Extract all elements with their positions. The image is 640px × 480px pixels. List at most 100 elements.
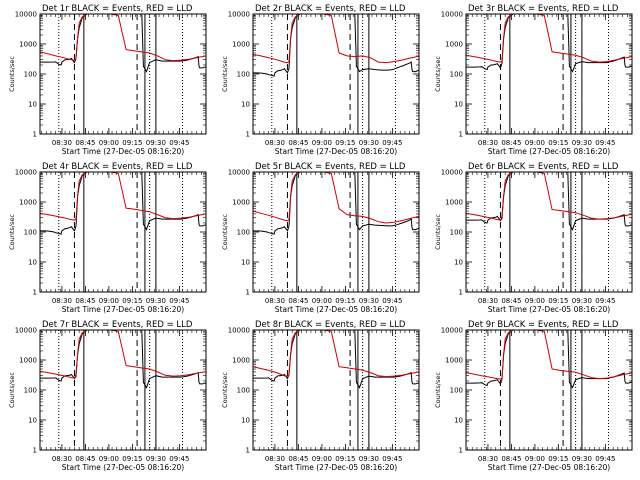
panel-title: Det 3r BLACK = Events, RED = LLD [468, 4, 619, 14]
x-tick-label: 09:30 [146, 297, 166, 305]
x-tick-label: 09:00 [99, 455, 119, 463]
detector-panel: Det 3r BLACK = Events, RED = LLD 1 10 100 10… [434, 4, 633, 156]
plot-frame [252, 171, 420, 293]
x-axis-label: Start Time (27-Dec-05 08:16:20) [488, 147, 610, 156]
y-tick-label: 1000 [232, 199, 250, 207]
y-tick-label: 1000 [445, 357, 463, 365]
events-series-line [253, 172, 419, 235]
x-tick-label: 08:45 [75, 139, 95, 147]
detector-panel: Det 8r BLACK = Events, RED = LLD 1 10 100 10… [221, 320, 420, 472]
x-tick-label: 09:45 [595, 139, 615, 147]
x-tick-label: 08:30 [52, 139, 72, 147]
y-tick-label: 1000 [232, 41, 250, 49]
x-tick-label: 09:00 [525, 455, 545, 463]
x-tick-label: 09:15 [335, 297, 355, 305]
detector-panel: Det 6r BLACK = Events, RED = LLD 1 10 100 10… [434, 162, 633, 314]
x-tick-label: 08:45 [501, 297, 521, 305]
y-tick-label: 100 [24, 229, 37, 237]
y-tick-label: 10000 [228, 11, 250, 19]
panel-title: Det 1r BLACK = Events, RED = LLD [42, 4, 193, 14]
plot-frame [465, 13, 633, 135]
y-axis-label: Counts/sec [434, 214, 442, 250]
events-series-line [466, 330, 632, 389]
lld-series-line [466, 172, 632, 221]
events-series-line [40, 330, 206, 389]
x-tick-label: 09:30 [359, 297, 379, 305]
x-tick-label: 09:00 [525, 139, 545, 147]
plot-frame [465, 171, 633, 293]
detector-panel: Det 1r BLACK = Events, RED = LLD 1 10 100 10… [8, 4, 207, 156]
y-tick-label: 10000 [15, 169, 37, 177]
x-tick-label: 08:30 [478, 139, 498, 147]
lld-series-line [253, 14, 419, 64]
x-tick-label: 08:30 [265, 297, 285, 305]
plot-frame [252, 329, 420, 451]
x-tick-label: 08:45 [288, 297, 308, 305]
lld-series-line [253, 330, 419, 378]
y-tick-label: 10000 [441, 169, 463, 177]
y-tick-label: 100 [450, 387, 463, 395]
panel-title: Det 2r BLACK = Events, RED = LLD [255, 4, 406, 14]
detector-panel: Det 9r BLACK = Events, RED = LLD 1 10 100 10… [434, 320, 633, 472]
lld-series-line [40, 330, 206, 379]
detector-panel: Det 2r BLACK = Events, RED = LLD 1 10 100 10… [221, 4, 420, 156]
detector-panel: Det 4r BLACK = Events, RED = LLD 1 10 100 10… [8, 162, 207, 314]
panel-title: Det 5r BLACK = Events, RED = LLD [255, 162, 406, 172]
x-axis-label: Start Time (27-Dec-05 08:16:20) [62, 463, 184, 472]
y-tick-label: 10000 [228, 169, 250, 177]
x-tick-label: 09:45 [169, 297, 189, 305]
x-tick-label: 08:30 [478, 455, 498, 463]
x-tick-label: 08:30 [52, 297, 72, 305]
x-tick-label: 09:15 [122, 455, 142, 463]
y-tick-label: 10 [241, 101, 250, 109]
x-tick-label: 09:45 [169, 455, 189, 463]
x-tick-label: 09:00 [99, 139, 119, 147]
y-tick-label: 10 [28, 259, 37, 267]
plot-frame [39, 13, 207, 135]
x-tick-label: 09:30 [572, 139, 592, 147]
y-tick-label: 10 [454, 259, 463, 267]
y-axis-label: Counts/sec [8, 214, 16, 250]
x-tick-label: 09:45 [382, 297, 402, 305]
y-tick-label: 1 [33, 447, 37, 455]
plot-frame [39, 171, 207, 293]
x-tick-label: 09:00 [525, 297, 545, 305]
events-series-line [40, 172, 206, 235]
y-tick-label: 100 [237, 71, 250, 79]
y-axis-label: Counts/sec [8, 56, 16, 92]
y-tick-label: 1000 [19, 41, 37, 49]
events-series-line [253, 330, 419, 389]
x-tick-label: 09:00 [99, 297, 119, 305]
y-tick-label: 10 [28, 101, 37, 109]
lld-series-line [466, 330, 632, 380]
y-axis-label: Counts/sec [434, 372, 442, 408]
detector-panel: Det 7r BLACK = Events, RED = LLD 1 10 100 10… [8, 320, 207, 472]
y-tick-label: 100 [24, 387, 37, 395]
y-tick-label: 1 [246, 131, 250, 139]
y-tick-label: 1 [33, 131, 37, 139]
panel-title: Det 4r BLACK = Events, RED = LLD [42, 162, 193, 172]
x-tick-label: 08:30 [265, 139, 285, 147]
x-tick-label: 09:00 [312, 297, 332, 305]
x-tick-label: 09:30 [572, 455, 592, 463]
y-tick-label: 100 [237, 229, 250, 237]
panel-title: Det 8r BLACK = Events, RED = LLD [255, 320, 406, 330]
x-axis-label: Start Time (27-Dec-05 08:16:20) [275, 305, 397, 314]
x-tick-label: 09:30 [572, 297, 592, 305]
y-tick-label: 1000 [19, 357, 37, 365]
x-tick-label: 09:30 [359, 139, 379, 147]
x-tick-label: 09:45 [595, 297, 615, 305]
x-tick-label: 08:45 [501, 455, 521, 463]
x-tick-label: 08:30 [52, 455, 72, 463]
y-tick-label: 10 [241, 417, 250, 425]
lld-series-line [253, 172, 419, 224]
x-tick-label: 09:15 [335, 139, 355, 147]
y-tick-label: 1 [33, 289, 37, 297]
y-tick-label: 10000 [441, 327, 463, 335]
x-axis-label: Start Time (27-Dec-05 08:16:20) [275, 147, 397, 156]
x-tick-label: 08:45 [75, 455, 95, 463]
y-tick-label: 10 [454, 417, 463, 425]
y-tick-label: 10000 [441, 11, 463, 19]
x-tick-label: 09:15 [548, 297, 568, 305]
y-tick-label: 10000 [228, 327, 250, 335]
